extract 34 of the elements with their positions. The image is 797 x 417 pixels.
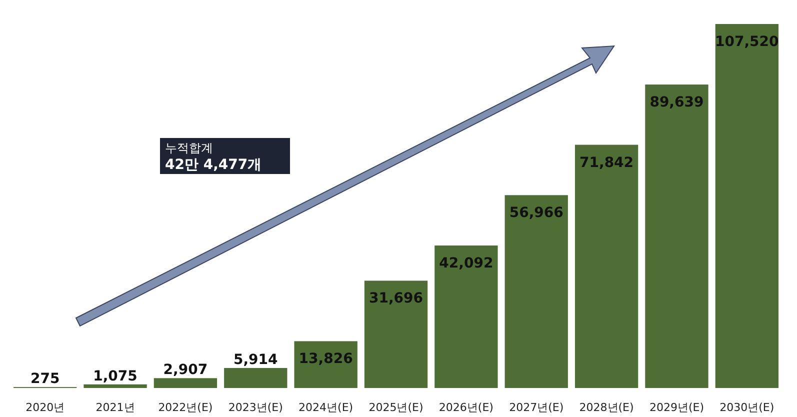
data-label: 42,092 bbox=[439, 256, 494, 272]
data-label: 13,826 bbox=[298, 351, 353, 368]
data-label: 2,907 bbox=[163, 362, 208, 378]
data-label: 56,966 bbox=[509, 205, 564, 222]
x-tick-label: 2025년(E) bbox=[368, 401, 424, 414]
x-tick-label: 2021년 bbox=[96, 401, 135, 414]
x-tick-label: 2027년(E) bbox=[509, 401, 564, 414]
data-label: 31,696 bbox=[368, 290, 424, 307]
data-label: 107,520 bbox=[715, 34, 780, 50]
bar bbox=[364, 280, 428, 388]
bar bbox=[224, 368, 288, 388]
x-tick-label: 2023년(E) bbox=[228, 401, 283, 414]
bar bbox=[434, 246, 498, 388]
data-label: 89,639 bbox=[650, 94, 704, 111]
bar bbox=[715, 24, 778, 388]
annotation: 누적합계 bbox=[165, 141, 213, 155]
x-tick-label: 2020년 bbox=[26, 401, 65, 414]
data-label: 1,075 bbox=[93, 368, 138, 384]
x-tick-label: 2024년(E) bbox=[298, 401, 354, 414]
x-tick-label: 2028년(E) bbox=[579, 401, 634, 414]
annotation: 42만 4,477개 bbox=[165, 157, 262, 173]
bar bbox=[154, 378, 218, 388]
x-tick-label: 2029년(E) bbox=[649, 401, 704, 414]
x-tick-label: 2030년(E) bbox=[720, 401, 774, 414]
bar bbox=[84, 384, 147, 388]
bar bbox=[574, 144, 638, 388]
data-label: 275 bbox=[30, 371, 60, 388]
x-tick-label: 2022년(E) bbox=[158, 401, 213, 414]
bar bbox=[504, 195, 568, 388]
data-label: 71,842 bbox=[580, 154, 634, 171]
bar bbox=[294, 341, 358, 388]
x-tick-label: 2026년(E) bbox=[438, 401, 494, 414]
data-label: 5,914 bbox=[233, 352, 278, 368]
bar bbox=[645, 84, 708, 388]
